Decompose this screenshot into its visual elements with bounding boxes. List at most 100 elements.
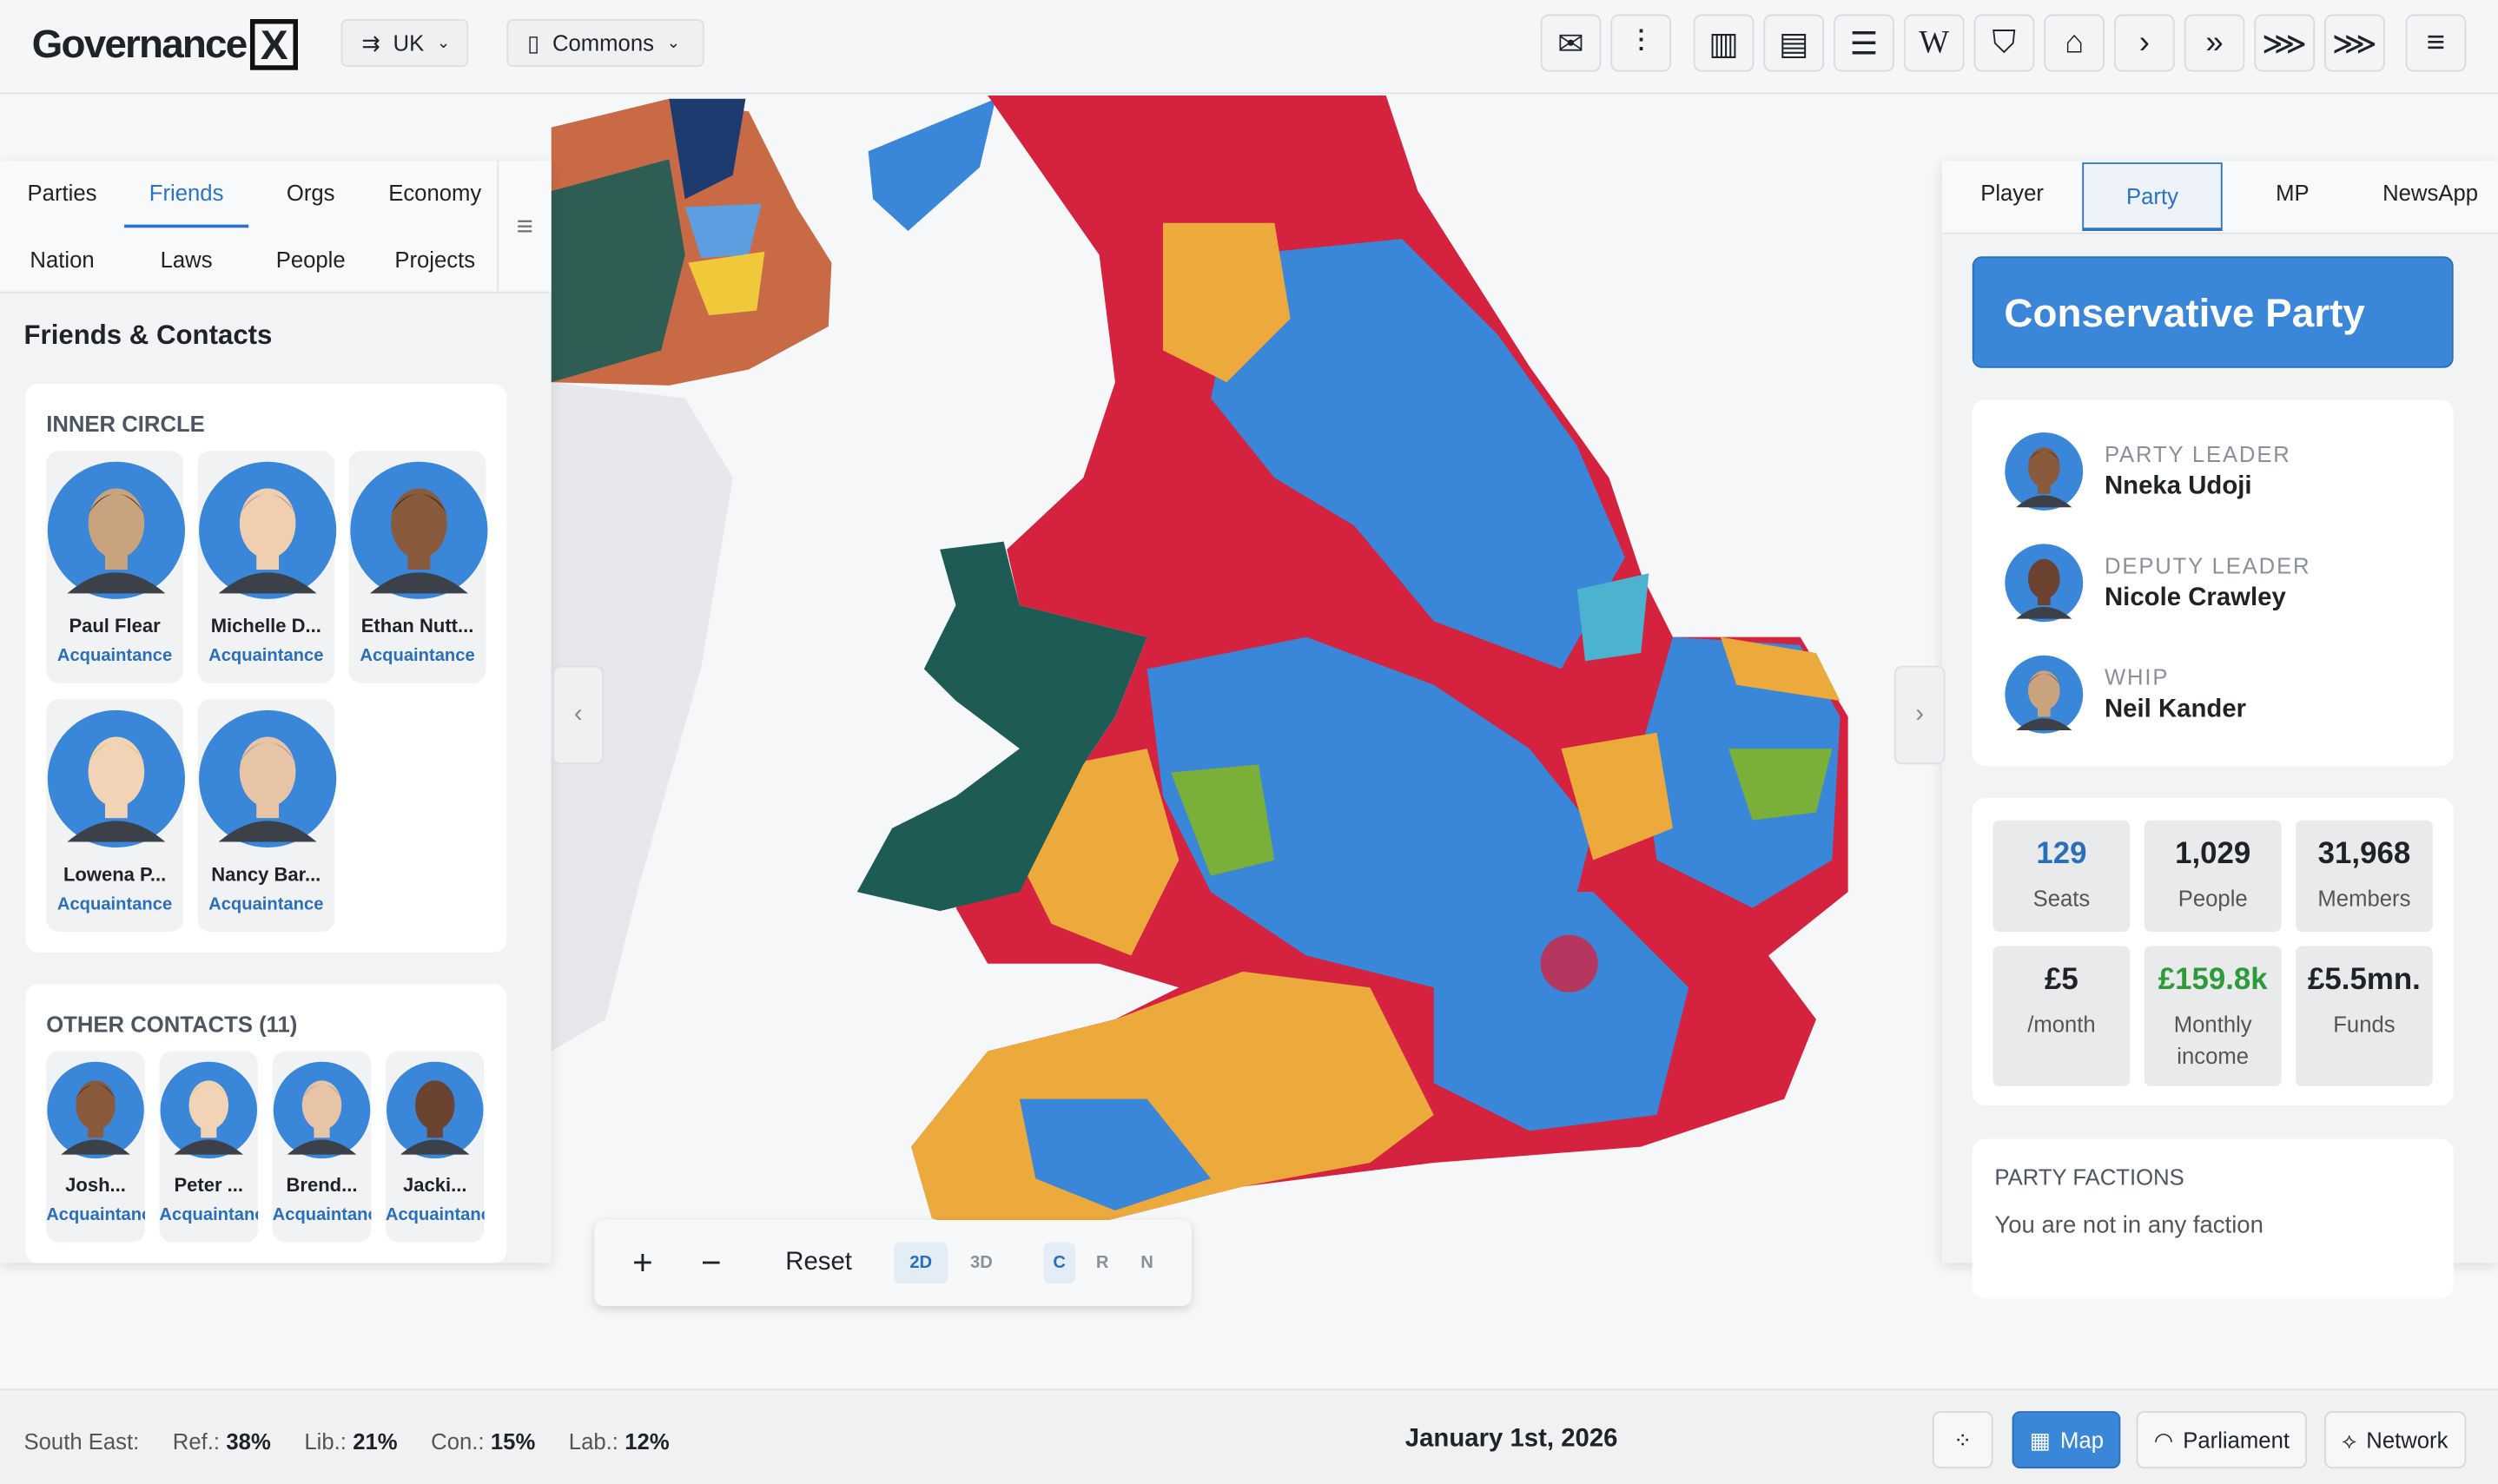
icon: ◠ xyxy=(2153,1426,2174,1452)
region xyxy=(1433,892,1689,1131)
contact-name: Ethan Nutt... xyxy=(360,615,474,637)
tab[interactable]: Nation xyxy=(30,247,95,273)
wiki-button[interactable]: W xyxy=(1903,14,1965,72)
skip-more-button[interactable]: ⋙ xyxy=(2254,14,2316,72)
grid-button[interactable]: ⁘ xyxy=(1932,1411,1993,1469)
contact-card[interactable]: Jacki... Acquaintance xyxy=(385,1051,485,1243)
contact-relation: Acquaintance xyxy=(208,894,324,914)
menu-button[interactable]: ≡ xyxy=(2405,14,2467,72)
stat-tile: 31,968 Members xyxy=(2296,820,2433,933)
news-button[interactable]: ▤ xyxy=(1763,14,1825,72)
map-controls: + − Reset 2D 3D C R N xyxy=(594,1219,1192,1307)
mode-2d[interactable]: 2D xyxy=(893,1242,948,1284)
view-button[interactable]: ▦ Map xyxy=(2012,1411,2122,1469)
poll-share: 21% xyxy=(353,1428,398,1454)
wales xyxy=(856,541,1147,912)
tab[interactable]: Laws xyxy=(160,247,213,273)
home-button[interactable]: ⌂ xyxy=(2044,14,2105,72)
tab[interactable]: Parties xyxy=(27,180,97,206)
list-button[interactable]: ☰ xyxy=(1834,14,1894,72)
poll-share: 38% xyxy=(226,1428,271,1454)
stats-button[interactable]: ▥ xyxy=(1693,14,1755,72)
contact-card[interactable]: Ethan Nutt... Acquaintance xyxy=(348,451,488,683)
skip-button[interactable]: » xyxy=(2184,14,2245,72)
shield-button[interactable]: ⛉ xyxy=(1973,14,2035,72)
tab[interactable]: People xyxy=(275,247,346,273)
poll-party: Lab.: xyxy=(568,1428,618,1454)
region-dropdown[interactable]: ⇉ UK ⌄ xyxy=(340,19,469,68)
tab[interactable]: MP xyxy=(2276,180,2310,206)
tabs-menu[interactable]: ≡ xyxy=(497,161,551,292)
leader-row[interactable]: DEPUTY LEADER Nicole Crawley xyxy=(2004,543,2434,625)
view-button[interactable]: ⟡ Network xyxy=(2324,1411,2466,1469)
tab[interactable]: Party xyxy=(2082,162,2223,231)
stat-tile: £159.8k Monthly income xyxy=(2144,946,2282,1086)
ni-region xyxy=(688,251,765,316)
tab[interactable]: NewsApp xyxy=(2382,180,2479,206)
stat-label: Funds xyxy=(2333,1011,2396,1038)
contact-relation: Acquaintance xyxy=(360,646,475,666)
leader-row[interactable]: PARTY LEADER Nneka Udoji xyxy=(2004,432,2434,514)
contact-relation: Acquaintance xyxy=(159,1205,258,1225)
reset-button[interactable]: Reset xyxy=(785,1249,852,1276)
view-label: Network xyxy=(2366,1427,2448,1453)
contact-card[interactable]: Lowena P... Acquaintance xyxy=(46,699,185,933)
avatar xyxy=(387,1061,484,1159)
footer: South East: Ref.: 38% Lib.: 21% Con.: 15% Lab.:… xyxy=(0,1388,2498,1484)
stat-tile: 129 Seats xyxy=(1992,820,2131,933)
election-map[interactable] xyxy=(551,92,1942,1389)
collapse-right[interactable]: › xyxy=(1893,665,1946,765)
zoom-out[interactable]: − xyxy=(701,1242,722,1283)
logo[interactable]: Governance X xyxy=(32,19,298,70)
contact-relation: Acquaintance xyxy=(56,894,173,914)
filter[interactable]: N xyxy=(1140,1253,1153,1273)
factions-text: You are not in any faction xyxy=(1994,1211,2263,1240)
settings-button[interactable]: ⫶ xyxy=(1610,14,1672,72)
collapse-left[interactable]: ‹ xyxy=(552,665,605,765)
stat-label: Monthly income xyxy=(2173,1011,2252,1069)
poll-party: Con.: xyxy=(431,1428,485,1454)
contact-relation: Acquaintance xyxy=(272,1205,372,1225)
avatar xyxy=(350,461,488,599)
contact-name: Michelle D... xyxy=(210,615,321,637)
mode-3d[interactable]: 3D xyxy=(970,1253,993,1273)
london xyxy=(1540,934,1598,993)
section-heading: INNER CIRCLE xyxy=(46,411,205,437)
stat-tile: £5.5mn. Funds xyxy=(2296,946,2433,1086)
avatar xyxy=(273,1061,371,1159)
tab[interactable]: Friends xyxy=(124,161,249,228)
chamber-dropdown[interactable]: ▯ Commons ⌄ xyxy=(506,19,704,68)
region xyxy=(1171,764,1275,876)
contact-card[interactable]: Michelle D... Acquaintance xyxy=(197,451,337,683)
chamber: Commons xyxy=(552,30,654,56)
poll-share: 12% xyxy=(624,1428,670,1454)
leader-row[interactable]: WHIP Neil Kander xyxy=(2004,655,2434,737)
section-heading: OTHER CONTACTS (11) xyxy=(46,1011,298,1038)
filter[interactable]: C xyxy=(1043,1242,1075,1284)
contact-card[interactable]: Paul Flear Acquaintance xyxy=(46,451,185,683)
mail-button[interactable]: ✉ xyxy=(1540,14,1602,72)
tab[interactable]: Orgs xyxy=(286,180,335,206)
other-contacts-card: OTHER CONTACTS (11) Josh...AcquaintanceP… xyxy=(25,984,507,1263)
tab[interactable]: Projects xyxy=(394,247,476,273)
poll: Con.: 15% xyxy=(431,1428,535,1454)
filter[interactable]: R xyxy=(1095,1253,1109,1273)
contact-card[interactable]: Josh... Acquaintance xyxy=(46,1051,145,1243)
contact-card[interactable]: Nancy Bar... Acquaintance xyxy=(197,699,337,933)
contact-name: Paul Flear xyxy=(69,615,161,637)
skip-max-button[interactable]: ⋙ xyxy=(2324,14,2385,72)
poll-party: Ref.: xyxy=(172,1428,221,1454)
tab[interactable]: Economy xyxy=(388,180,482,206)
next-button[interactable]: › xyxy=(2113,14,2175,72)
avatar xyxy=(199,461,337,599)
factions-heading: PARTY FACTIONS xyxy=(1994,1164,2184,1190)
contact-card[interactable]: Peter ... Acquaintance xyxy=(159,1051,259,1243)
contact-card[interactable]: Brend... Acquaintance xyxy=(272,1051,372,1243)
icon: ⇉ xyxy=(361,29,380,56)
inner-circle-card: INNER CIRCLE Paul Flear Acquaintance Miche… xyxy=(25,384,507,953)
chevron: ⌄ xyxy=(666,34,681,52)
tab[interactable]: Player xyxy=(1980,180,2044,206)
zoom-in[interactable]: + xyxy=(632,1242,653,1283)
view-button[interactable]: ◠ Parliament xyxy=(2136,1411,2308,1469)
